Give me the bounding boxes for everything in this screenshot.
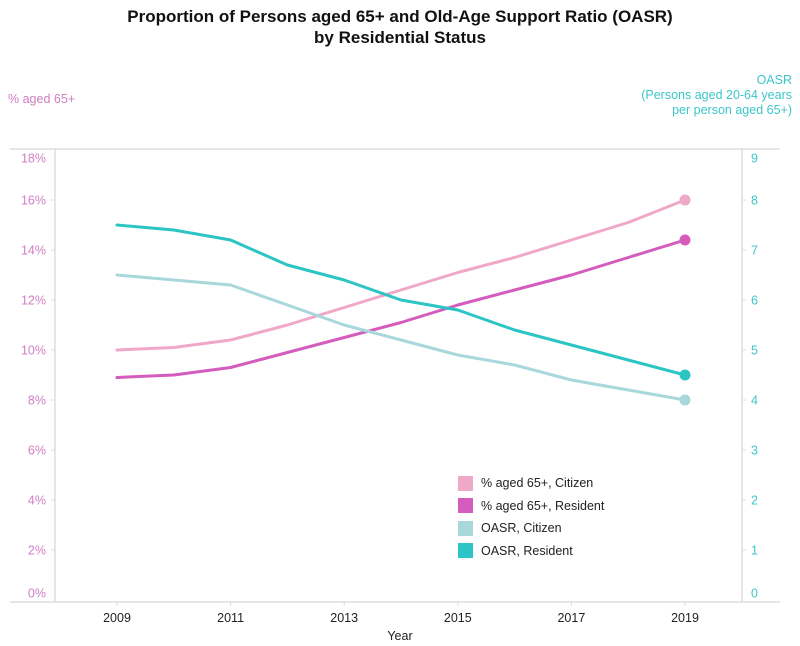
right-tick-label: 3: [751, 444, 758, 458]
series-line-aged-65-resident: [115, 238, 687, 379]
legend-label: OASR, Resident: [481, 543, 573, 558]
right-tick-label: 7: [751, 244, 758, 258]
left-tick-label: 14%: [21, 244, 46, 258]
legend-swatch: [458, 520, 473, 536]
left-tick-label: 4%: [28, 494, 46, 508]
data-point-aged-65-citizen: [679, 194, 691, 206]
legend: % aged 65+, Citizen % aged 65+, Resident…: [458, 472, 604, 562]
x-tick-label: 2015: [444, 611, 472, 625]
right-axis-title-line1: OASR: [756, 73, 792, 87]
right-tick-label: 1: [751, 544, 758, 558]
chart-title-line1: Proportion of Persons aged 65+ and Old-A…: [127, 7, 673, 26]
data-point-oasr-citizen: [679, 394, 691, 406]
left-tick-label: 8%: [28, 394, 46, 408]
left-tick-label: 2%: [28, 544, 46, 558]
right-tick-label: 6: [751, 294, 758, 308]
right-axis-title: OASR (Persons aged 20-64 years per perso…: [641, 73, 792, 118]
legend-label: OASR, Citizen: [481, 521, 562, 536]
right-axis-title-line3: per person aged 65+): [672, 103, 792, 117]
left-tick-label: 6%: [28, 444, 46, 458]
series-line-oasr-citizen: [115, 273, 687, 402]
legend-swatch: [458, 498, 473, 514]
right-tick-label: 5: [751, 344, 758, 358]
x-tick-label: 2011: [217, 611, 244, 625]
legend-swatch: [458, 543, 473, 559]
right-tick-label: 2: [751, 494, 758, 508]
right-axis-title-line2: (Persons aged 20-64 years: [641, 88, 792, 102]
left-tick-label: 10%: [21, 344, 46, 358]
data-point-aged-65-resident: [679, 234, 691, 246]
left-tick-label: 18%: [21, 152, 46, 166]
left-tick-label: 16%: [21, 194, 46, 208]
chart-title: Proportion of Persons aged 65+ and Old-A…: [0, 6, 800, 48]
series-group: [115, 194, 691, 406]
x-axis-title: Year: [387, 629, 412, 643]
legend-item[interactable]: OASR, Citizen: [458, 517, 604, 540]
x-tick-label: 2013: [330, 611, 358, 625]
right-tick-label: 0: [751, 587, 758, 601]
axes: 0% 2% 4% 6% 8% 10% 12% 14% 16% 18% 0 1 2 3 4 5 6 7 8 9 2009 2…: [10, 148, 780, 625]
x-tick-label: 2019: [671, 611, 699, 625]
legend-item[interactable]: OASR, Resident: [458, 540, 604, 563]
left-axis-title: % aged 65+: [8, 92, 76, 106]
left-tick-label: 0%: [28, 587, 46, 601]
chart-subtitle: by Residential Status: [314, 28, 486, 47]
right-tick-label: 4: [751, 394, 758, 408]
x-tick-label: 2017: [557, 611, 585, 625]
right-tick-label: 9: [751, 152, 758, 166]
legend-swatch: [458, 475, 473, 491]
left-tick-label: 12%: [21, 294, 46, 308]
legend-item[interactable]: % aged 65+, Resident: [458, 495, 604, 518]
data-point-oasr-resident: [679, 369, 691, 381]
legend-label: % aged 65+, Citizen: [481, 476, 594, 491]
legend-label: % aged 65+, Resident: [481, 498, 605, 513]
right-tick-label: 8: [751, 194, 758, 208]
series-line-aged-65-citizen: [115, 198, 687, 352]
legend-item[interactable]: % aged 65+, Citizen: [458, 472, 604, 495]
x-tick-label: 2009: [103, 611, 131, 625]
